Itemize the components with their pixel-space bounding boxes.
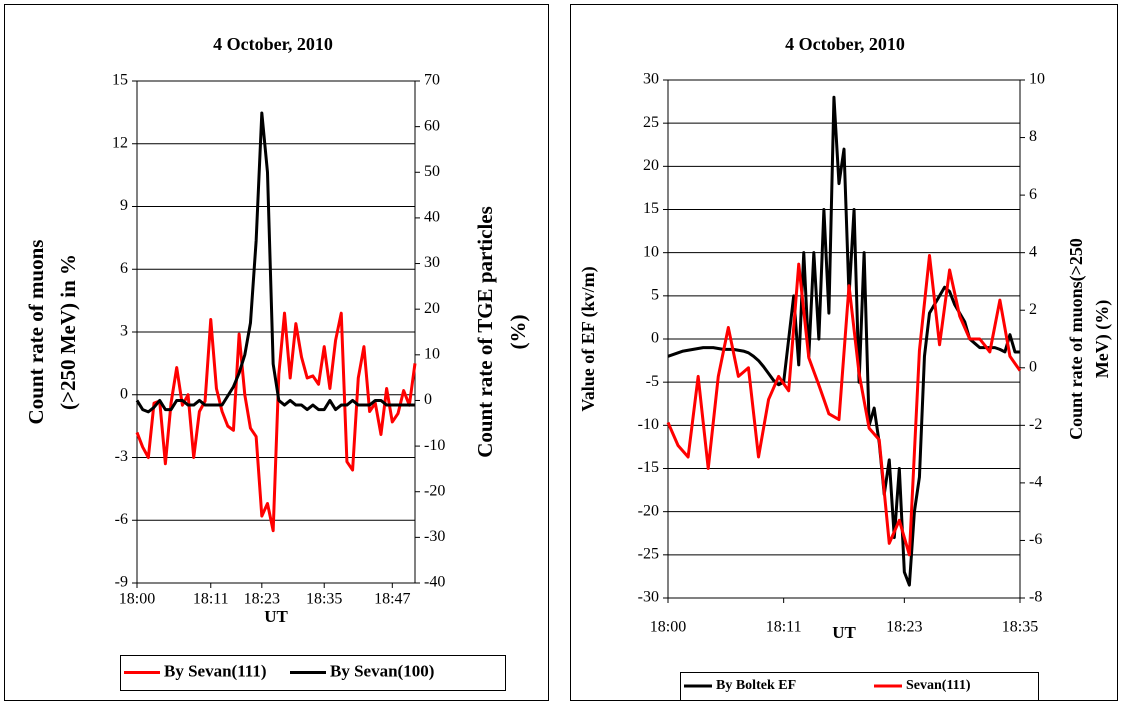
x-axis-title: UT [264, 607, 288, 626]
y-tick-label: 20 [643, 157, 659, 174]
y-tick-label: 5 [651, 287, 659, 304]
y2-tick-label: 2 [1029, 301, 1037, 318]
y-tick-label: 6 [120, 260, 128, 277]
x-tick-label: 18:11 [766, 619, 802, 636]
y-tick-label: -6 [115, 511, 128, 528]
legend-label: By Boltek EF [716, 678, 796, 693]
x-axis-title: UT [832, 623, 856, 642]
y-tick-label: -9 [115, 574, 128, 591]
x-tick-label: 18:00 [119, 591, 155, 608]
y2-tick-label: 30 [424, 254, 440, 271]
y2-tick-label: 20 [424, 300, 440, 317]
series-line [135, 111, 415, 414]
y2-tick-label: 0 [424, 391, 432, 408]
chart-title: 4 October, 2010 [213, 34, 333, 54]
x-tick-label: 18:00 [650, 619, 686, 636]
y2-tick-label: -2 [1029, 416, 1042, 433]
y-tick-label: 25 [643, 114, 659, 131]
y2-tick-label: 50 [424, 163, 440, 180]
y2-tick-label: -30 [424, 528, 445, 545]
y-tick-label: 10 [643, 243, 659, 260]
y2-tick-label: 40 [424, 209, 440, 226]
x-tick-label: 18:23 [244, 591, 280, 608]
y2-tick-label: -20 [424, 482, 445, 499]
y-tick-label: -20 [638, 502, 659, 519]
x-tick-label: 18:23 [886, 619, 922, 636]
y2-tick-label: 6 [1029, 186, 1037, 203]
y2-tick-label: -40 [424, 574, 445, 591]
legend-box [680, 672, 1039, 701]
y-tick-label: 3 [120, 323, 128, 340]
y2-tick-label: 10 [424, 345, 440, 362]
y-tick-label: 15 [643, 200, 659, 217]
y-tick-label: 9 [120, 197, 128, 214]
y-tick-label: 30 [643, 71, 659, 88]
y2-tick-label: -10 [424, 437, 445, 454]
y-tick-label: 12 [112, 134, 128, 151]
y2-axis-title: Count rate of TGE particles [473, 206, 497, 458]
y2-tick-label: 10 [1029, 71, 1045, 88]
x-tick-label: 18:35 [1002, 619, 1038, 636]
y2-axis-title: Count rate of muons(>250 [1066, 238, 1087, 440]
y-axis-title: Count rate of muons [24, 240, 48, 425]
y2-tick-label: -8 [1029, 589, 1042, 606]
legend-label: By Sevan(100) [330, 661, 434, 680]
x-tick-label: 18:35 [306, 591, 342, 608]
y-tick-label: -15 [638, 459, 659, 476]
y-tick-label: -5 [646, 373, 659, 390]
y2-tick-label: 4 [1029, 243, 1037, 260]
y-axis-title: Value of EF (kv/m) [578, 266, 599, 411]
legend-label: By Sevan(111) [164, 661, 267, 680]
y2-tick-label: -6 [1029, 531, 1042, 548]
y-tick-label: -25 [638, 546, 659, 563]
y-tick-label: -3 [115, 448, 128, 465]
y2-tick-label: -4 [1029, 474, 1042, 491]
x-tick-label: 18:11 [193, 591, 229, 608]
series-line [135, 311, 417, 533]
y2-tick-label: 70 [424, 72, 440, 89]
y-tick-label: 15 [112, 72, 128, 89]
panel-frame [4, 4, 549, 701]
series-line [666, 254, 1022, 557]
legend-label: Sevan(111) [906, 678, 971, 693]
y2-tick-label: 8 [1029, 128, 1037, 145]
chart-title: 4 October, 2010 [785, 34, 905, 54]
y2-axis-title: (%) [506, 315, 530, 350]
y-tick-label: 0 [651, 330, 659, 347]
y-axis-title: (>250 MeV) in % [56, 254, 80, 410]
y-tick-label: -10 [638, 416, 659, 433]
y2-tick-label: 60 [424, 117, 440, 134]
series-line [667, 95, 1020, 587]
y-tick-label: 0 [120, 385, 128, 402]
y2-tick-label: 0 [1029, 358, 1037, 375]
y-tick-label: -30 [638, 589, 659, 606]
y2-axis-title: MeV) (%) [1092, 300, 1113, 378]
x-tick-label: 18:47 [374, 591, 410, 608]
